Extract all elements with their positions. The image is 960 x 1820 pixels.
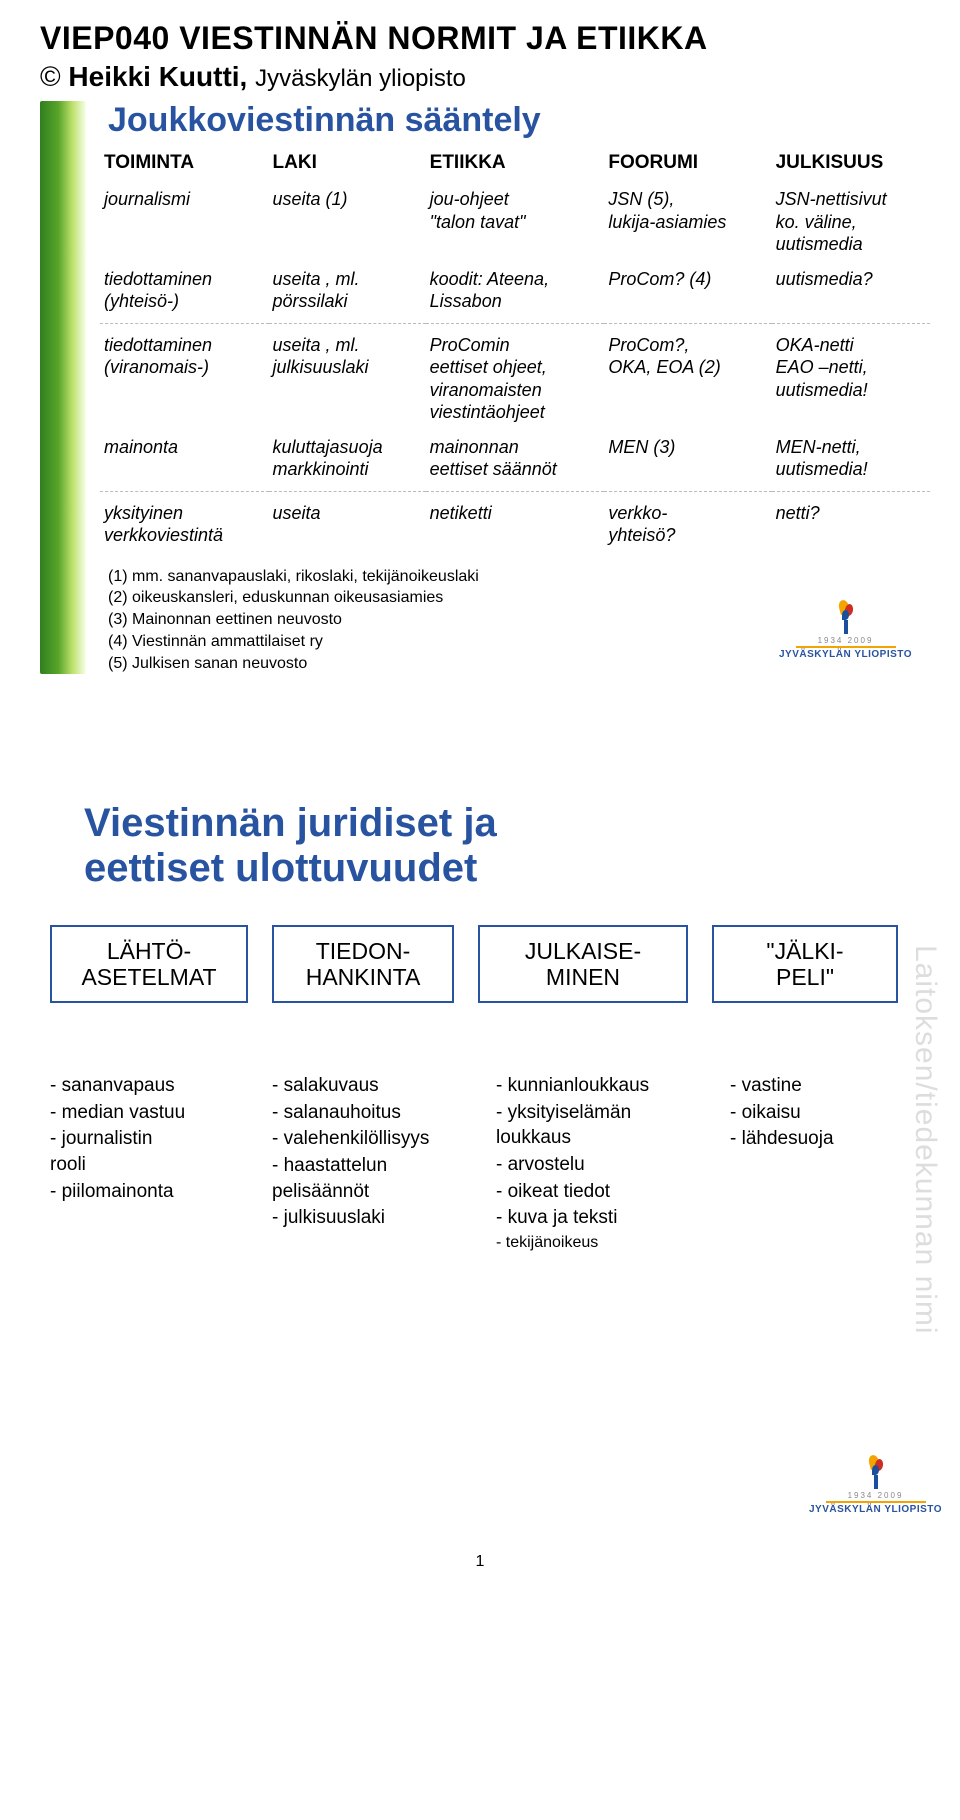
list-column: - salakuvaus- salanauhoitus- valehenkilö… xyxy=(272,1073,472,1254)
university-logo: 1934 2009 JYVÄSKYLÄN YLIOPISTO xyxy=(779,600,912,660)
table-head: TOIMINTALAKIETIIKKAFOORUMIJULKISUUS xyxy=(100,148,930,182)
table-cell: tiedottaminen (yhteisö-) xyxy=(100,262,269,324)
author-name: Heikki Kuutti, xyxy=(68,61,255,92)
table-column-header: LAKI xyxy=(269,148,426,182)
list-item: - haastattelun pelisäännöt xyxy=(272,1153,472,1204)
stage-box: TIEDON- HANKINTA xyxy=(272,925,454,1003)
slide1-body: Joukkoviestinnän sääntely TOIMINTALAKIET… xyxy=(40,101,930,674)
table-cell: journalismi xyxy=(100,182,269,262)
table-cell: useita (1) xyxy=(269,182,426,262)
copyright-prefix: © xyxy=(40,61,68,92)
table-cell: JSN-nettisivut ko. väline, uutismedia xyxy=(772,182,930,262)
table-cell: MEN-netti, uutismedia! xyxy=(772,430,930,492)
table-cell: ProCom? (4) xyxy=(604,262,771,324)
list-item: - kuva ja teksti xyxy=(496,1205,706,1231)
table-cell: mainonnan eettiset säännöt xyxy=(426,430,605,492)
slide2-heading: Viestinnän juridiset ja eettiset ulottuv… xyxy=(84,801,930,891)
list-column: - vastine- oikaisu- lähdesuoja xyxy=(730,1073,900,1254)
list-item: - julkisuuslaki xyxy=(272,1205,472,1231)
table-column-header: TOIMINTA xyxy=(100,148,269,182)
stage-box: LÄHTÖ- ASETELMAT xyxy=(50,925,248,1003)
table-cell: mainonta xyxy=(100,430,269,492)
torch-icon xyxy=(835,600,857,634)
lists-row: - sananvapaus- median vastuu- journalist… xyxy=(50,1073,930,1254)
table-cell: useita , ml. pörssilaki xyxy=(269,262,426,324)
regulation-table: TOIMINTALAKIETIIKKAFOORUMIJULKISUUS jour… xyxy=(100,148,930,553)
list-item: - sananvapaus xyxy=(50,1073,248,1099)
author-line: © Heikki Kuutti, Jyväskylän yliopisto xyxy=(40,61,930,93)
table-cell: netti? xyxy=(772,491,930,553)
table-row: mainontakuluttajasuoja markkinointimaino… xyxy=(100,430,930,492)
table-cell: koodit: Ateena, Lissabon xyxy=(426,262,605,324)
table-cell: tiedottaminen (viranomais-) xyxy=(100,323,269,430)
list-item: - arvostelu xyxy=(496,1152,706,1178)
footnote-item: (1) mm. sananvapauslaki, rikoslaki, teki… xyxy=(108,567,930,588)
list-column: - kunnianloukkaus- yksityiselämän loukka… xyxy=(496,1073,706,1254)
table-cell: yksityinen verkkoviestintä xyxy=(100,491,269,553)
table-cell: OKA-netti EAO –netti, uutismedia! xyxy=(772,323,930,430)
table-cell: uutismedia? xyxy=(772,262,930,324)
list-item: - oikaisu xyxy=(730,1100,900,1126)
table-column-header: ETIIKKA xyxy=(426,148,605,182)
table-cell: jou-ohjeet "talon tavat" xyxy=(426,182,605,262)
list-column: - sananvapaus- median vastuu- journalist… xyxy=(50,1073,248,1254)
torch-icon xyxy=(865,1455,887,1489)
logo-name: JYVÄSKYLÄN YLIOPISTO xyxy=(809,1504,942,1515)
course-title: VIEP040 VIESTINNÄN NORMIT JA ETIIKKA xyxy=(40,20,930,57)
list-item: - lähdesuoja xyxy=(730,1126,900,1152)
logo-years: 1934 2009 xyxy=(809,1491,942,1500)
table-column-header: FOORUMI xyxy=(604,148,771,182)
list-item: - oikeat tiedot xyxy=(496,1179,706,1205)
table-cell: JSN (5), lukija-asiamies xyxy=(604,182,771,262)
table-row: tiedottaminen (viranomais-)useita , ml. … xyxy=(100,323,930,430)
list-item: - kunnianloukkaus xyxy=(496,1073,706,1099)
logo-years: 1934 2009 xyxy=(779,636,912,645)
table-row: yksityinen verkkoviestintäuseitanetikett… xyxy=(100,491,930,553)
list-item: - valehenkilöllisyys xyxy=(272,1126,472,1152)
table-cell: kuluttajasuoja markkinointi xyxy=(269,430,426,492)
table-cell: verkko- yhteisö? xyxy=(604,491,771,553)
stages-row: LÄHTÖ- ASETELMAT TIEDON- HANKINTA JULKAISE… xyxy=(50,925,930,1003)
list-item: - salanauhoitus xyxy=(272,1100,472,1126)
decorative-green-bar xyxy=(40,101,86,674)
table-row: journalismiuseita (1)jou-ohjeet "talon t… xyxy=(100,182,930,262)
university-logo: 1934 2009 JYVÄSKYLÄN YLIOPISTO xyxy=(809,1455,942,1515)
stage-box: JULKAISE- MINEN xyxy=(478,925,688,1003)
slide-2: Viestinnän juridiset ja eettiset ulottuv… xyxy=(0,765,960,1525)
table-cell: useita , ml. julkisuuslaki xyxy=(269,323,426,430)
list-item: - median vastuu xyxy=(50,1100,248,1126)
table-body: journalismiuseita (1)jou-ohjeet "talon t… xyxy=(100,182,930,553)
list-item: - vastine xyxy=(730,1073,900,1099)
list-item: - yksityiselämän loukkaus xyxy=(496,1100,706,1151)
stage-box: "JÄLKI- PELI" xyxy=(712,925,898,1003)
table-column-header: JULKISUUS xyxy=(772,148,930,182)
table-cell: MEN (3) xyxy=(604,430,771,492)
logo-name: JYVÄSKYLÄN YLIOPISTO xyxy=(779,649,912,660)
table-cell: useita xyxy=(269,491,426,553)
list-item: - tekijänoikeus xyxy=(496,1232,706,1254)
slide1-heading: Joukkoviestinnän sääntely xyxy=(108,101,930,140)
table-cell: ProComin eettiset ohjeet, viranomaisten … xyxy=(426,323,605,430)
table-row: tiedottaminen (yhteisö-)useita , ml. pör… xyxy=(100,262,930,324)
author-affil: Jyväskylän yliopisto xyxy=(255,65,466,92)
list-item: - journalistin rooli xyxy=(50,1126,248,1177)
page-number: 1 xyxy=(0,1553,960,1571)
slide-1: VIEP040 VIESTINNÄN NORMIT JA ETIIKKA © H… xyxy=(0,0,960,705)
list-item: - piilomainonta xyxy=(50,1179,248,1205)
table-cell: netiketti xyxy=(426,491,605,553)
list-item: - salakuvaus xyxy=(272,1073,472,1099)
table-cell: ProCom?, OKA, EOA (2) xyxy=(604,323,771,430)
